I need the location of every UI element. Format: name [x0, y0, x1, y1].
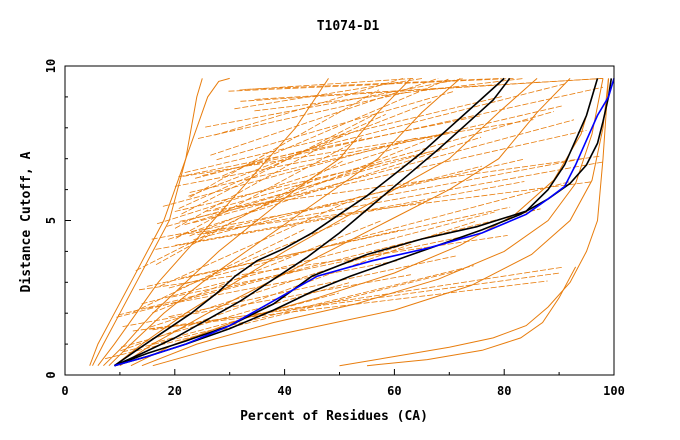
hatch-line [120, 242, 414, 352]
hatch-line [197, 91, 408, 139]
hatch-line [168, 136, 482, 240]
hatch-line [120, 282, 350, 348]
series-blue [114, 78, 615, 367]
hatch-line [159, 195, 361, 287]
hatch-line [175, 181, 525, 246]
hatch-line [254, 78, 525, 112]
chart-title: T1074-D1 [317, 19, 380, 34]
hatch-line [174, 150, 435, 212]
hatch-line [202, 161, 604, 235]
bundle-line-11 [366, 266, 577, 367]
bundle-line-9 [152, 78, 609, 367]
hatch-line [205, 155, 602, 212]
hatch-line [244, 78, 502, 90]
y-tick-label: 0 [44, 371, 58, 378]
hatch-line [216, 90, 456, 161]
bundle-line-4 [108, 78, 461, 367]
hatch-line [193, 165, 482, 240]
x-tick-label: 60 [387, 384, 401, 398]
hatch-line [202, 86, 604, 176]
hatch-line [193, 119, 575, 224]
hatch-line [156, 146, 399, 225]
hatch-line [152, 266, 564, 331]
y-tick-label: 5 [44, 217, 58, 224]
x-tick-label: 0 [61, 384, 68, 398]
hatch-line [188, 101, 432, 197]
y-tick-label: 10 [44, 59, 58, 73]
y-axis-label: Distance Cutoff, A [19, 151, 34, 292]
bundle-line-5 [114, 78, 538, 367]
hatch-line [240, 78, 604, 102]
hatch-line [122, 265, 474, 353]
hatch-line [105, 268, 464, 360]
hatch-line [228, 78, 514, 92]
x-tick-label: 40 [277, 384, 291, 398]
hatch-line [168, 255, 456, 318]
hatch-line [179, 181, 592, 235]
hatch-line [146, 229, 400, 287]
bundle-line-2 [97, 78, 329, 367]
bundle-line-3 [103, 78, 412, 367]
hatch-line [116, 269, 304, 318]
hatch-line [214, 111, 554, 210]
hatch-line [179, 130, 587, 222]
hatch-line [174, 132, 451, 187]
axes-layer: 0 20 40 60 80 100 0 5 10 [44, 59, 625, 398]
hatch-line [147, 260, 399, 309]
x-tick-label: 20 [168, 384, 182, 398]
hatch-line [178, 220, 346, 290]
bundle-hatching [105, 78, 604, 360]
x-tick-label: 100 [603, 384, 625, 398]
hatch-line [171, 235, 466, 298]
x-tick-label: 80 [497, 384, 511, 398]
series-black-3 [114, 78, 613, 367]
hatch-line [152, 220, 382, 314]
highlight-layer [113, 77, 615, 367]
series-black-4 [114, 78, 599, 367]
hatch-line [122, 274, 411, 327]
hatch-line [149, 280, 548, 330]
hatch-line [205, 78, 465, 128]
bundle-line-0 [89, 77, 230, 366]
hatch-line [214, 78, 404, 136]
hatch-line [184, 95, 504, 173]
hatch-line [181, 111, 380, 215]
bundle-line-10 [339, 78, 609, 367]
hatch-line [162, 137, 417, 207]
hatch-line [222, 78, 451, 177]
hatch-line [138, 235, 508, 291]
bundle-layer [89, 77, 609, 367]
bundle-line-1 [92, 78, 203, 366]
hatch-line [189, 131, 448, 237]
hatch-line [135, 178, 318, 272]
hatch-line [168, 181, 570, 289]
series-black-2 [114, 77, 511, 367]
hatch-line [155, 200, 428, 250]
hatch-line [182, 119, 534, 177]
series-black-1 [113, 77, 505, 367]
hatch-line [239, 78, 414, 91]
hatch-line [189, 89, 380, 198]
hatch-line [141, 211, 495, 305]
bundle-line-8 [141, 78, 604, 367]
hatch-line [178, 115, 481, 178]
x-axis-label: Percent of Residues (CA) [240, 409, 428, 424]
hatch-line [184, 163, 382, 226]
bundle-line-6 [119, 78, 571, 367]
